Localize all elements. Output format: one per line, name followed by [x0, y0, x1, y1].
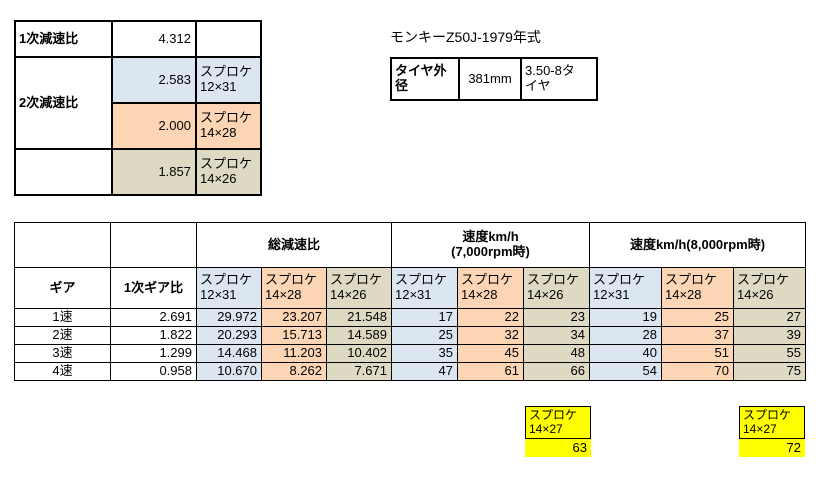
- sprocket-header-14x28[interactable]: スプロケ 14×28: [261, 267, 327, 309]
- reduction-table: 1次減速比 4.312 2次減速比 2.583 スプロケ 12×31 2.000…: [14, 20, 262, 196]
- tire-diameter-value[interactable]: 381mm: [458, 57, 522, 101]
- secondary-ratio-12x31[interactable]: 2.583: [111, 56, 197, 104]
- sprocket-header-14x28[interactable]: スプロケ 14×28: [661, 267, 734, 309]
- sprocket-header-14x26[interactable]: スプロケ 14×26: [326, 267, 392, 309]
- value-cell[interactable]: 40: [589, 344, 662, 363]
- secondary-ratio-14x28[interactable]: 2.000: [111, 102, 197, 150]
- value-cell[interactable]: 15.713: [261, 326, 327, 345]
- sprocket-note-8000rpm: スプロケ 14×27 72: [739, 406, 805, 457]
- sprocket-14x27-speed-8000[interactable]: 72: [739, 438, 805, 457]
- tire-table: タイヤ外 径 381mm 3.50-8タ イヤ: [390, 57, 598, 101]
- primary-reduction-value[interactable]: 4.312: [111, 20, 197, 58]
- value-cell[interactable]: 7.671: [326, 362, 392, 381]
- sprocket-14x27-label[interactable]: スプロケ 14×27: [525, 406, 591, 439]
- sprocket-header-12x31[interactable]: スプロケ 12×31: [196, 267, 262, 309]
- value-cell[interactable]: 47: [391, 362, 458, 381]
- empty-cell[interactable]: [110, 222, 197, 268]
- group-header-total-reduction[interactable]: 総減速比: [196, 222, 392, 268]
- primary-reduction-label[interactable]: 1次減速比: [14, 20, 113, 58]
- sprocket-14x27-speed-7000[interactable]: 63: [525, 438, 591, 457]
- value-cell[interactable]: 32: [457, 326, 524, 345]
- primary-gear-ratio-header[interactable]: 1次ギア比: [110, 267, 197, 309]
- value-cell[interactable]: 25: [661, 308, 734, 327]
- value-cell[interactable]: 21.548: [326, 308, 392, 327]
- value-cell[interactable]: 17: [391, 308, 458, 327]
- tire-type[interactable]: 3.50-8タ イヤ: [520, 57, 598, 101]
- value-cell[interactable]: 27: [733, 308, 806, 327]
- ratio-cell[interactable]: 1.299: [110, 344, 197, 363]
- value-cell[interactable]: 11.203: [261, 344, 327, 363]
- value-cell[interactable]: 14.468: [196, 344, 262, 363]
- value-cell[interactable]: 61: [457, 362, 524, 381]
- value-cell[interactable]: 28: [589, 326, 662, 345]
- table-row: 1速 2.691 29.972 23.207 21.548 17 22 23 1…: [14, 308, 806, 327]
- value-cell[interactable]: 51: [661, 344, 734, 363]
- ratio-cell[interactable]: 1.822: [110, 326, 197, 345]
- sprocket-header-14x26[interactable]: スプロケ 14×26: [733, 267, 806, 309]
- value-cell[interactable]: 29.972: [196, 308, 262, 327]
- value-cell[interactable]: 34: [523, 326, 590, 345]
- value-cell[interactable]: 8.262: [261, 362, 327, 381]
- table-row: 3速 1.299 14.468 11.203 10.402 35 45 48 4…: [14, 344, 806, 363]
- group-header-speed-8000rpm[interactable]: 速度km/h(8,000rpm時): [589, 222, 806, 268]
- value-cell[interactable]: 23.207: [261, 308, 327, 327]
- sprocket-label-12x31[interactable]: スプロケ 12×31: [195, 56, 262, 104]
- secondary-ratio-14x26[interactable]: 1.857: [111, 148, 197, 196]
- value-cell[interactable]: 39: [733, 326, 806, 345]
- value-cell[interactable]: 55: [733, 344, 806, 363]
- gear-cell[interactable]: 1速: [14, 308, 111, 327]
- table-row: 4速 0.958 10.670 8.262 7.671 47 61 66 54 …: [14, 362, 806, 381]
- value-cell[interactable]: 10.670: [196, 362, 262, 381]
- empty-cell[interactable]: [195, 20, 262, 58]
- value-cell[interactable]: 35: [391, 344, 458, 363]
- value-cell[interactable]: 75: [733, 362, 806, 381]
- sprocket-14x27-label[interactable]: スプロケ 14×27: [739, 406, 805, 439]
- value-cell[interactable]: 54: [589, 362, 662, 381]
- value-cell[interactable]: 14.589: [326, 326, 392, 345]
- tire-diameter-label[interactable]: タイヤ外 径: [390, 57, 460, 101]
- sprocket-header-12x31[interactable]: スプロケ 12×31: [589, 267, 662, 309]
- gear-cell[interactable]: 3速: [14, 344, 111, 363]
- group-header-speed-7000rpm[interactable]: 速度km/h (7,000rpm時): [391, 222, 590, 268]
- gear-ratio-table: 総減速比 速度km/h (7,000rpm時) 速度km/h(8,000rpm時…: [14, 222, 806, 381]
- value-cell[interactable]: 23: [523, 308, 590, 327]
- value-cell[interactable]: 22: [457, 308, 524, 327]
- value-cell[interactable]: 45: [457, 344, 524, 363]
- value-cell[interactable]: 10.402: [326, 344, 392, 363]
- value-cell[interactable]: 48: [523, 344, 590, 363]
- ratio-cell[interactable]: 2.691: [110, 308, 197, 327]
- page-title: モンキーZ50J-1979年式: [390, 29, 541, 45]
- empty-cell[interactable]: [14, 222, 111, 268]
- value-cell[interactable]: 20.293: [196, 326, 262, 345]
- sprocket-header-12x31[interactable]: スプロケ 12×31: [391, 267, 458, 309]
- secondary-reduction-label[interactable]: 2次減速比: [14, 56, 113, 150]
- value-cell[interactable]: 19: [589, 308, 662, 327]
- value-cell[interactable]: 25: [391, 326, 458, 345]
- value-cell[interactable]: 37: [661, 326, 734, 345]
- sprocket-label-14x28[interactable]: スプロケ 14×28: [195, 102, 262, 150]
- table-row: 2速 1.822 20.293 15.713 14.589 25 32 34 2…: [14, 326, 806, 345]
- ratio-cell[interactable]: 0.958: [110, 362, 197, 381]
- sprocket-note-7000rpm: スプロケ 14×27 63: [525, 406, 591, 457]
- gear-column-header[interactable]: ギア: [14, 267, 111, 309]
- gear-cell[interactable]: 2速: [14, 326, 111, 345]
- sprocket-label-14x26[interactable]: スプロケ 14×26: [195, 148, 262, 196]
- gear-cell[interactable]: 4速: [14, 362, 111, 381]
- value-cell[interactable]: 66: [523, 362, 590, 381]
- sprocket-header-14x26[interactable]: スプロケ 14×26: [523, 267, 590, 309]
- empty-cell[interactable]: [14, 148, 113, 196]
- sprocket-header-14x28[interactable]: スプロケ 14×28: [457, 267, 524, 309]
- value-cell[interactable]: 70: [661, 362, 734, 381]
